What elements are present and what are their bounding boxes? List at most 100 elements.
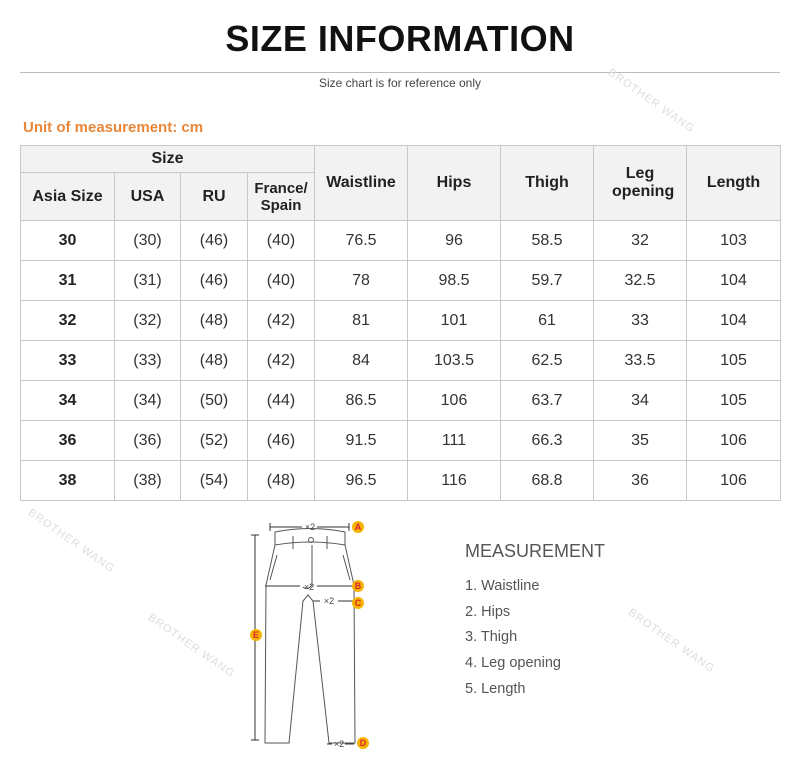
cell-leg-opening: 32.5 xyxy=(593,260,688,301)
cell-waistline: 76.5 xyxy=(314,220,409,261)
cell-leg-opening: 36 xyxy=(593,460,688,501)
table-row: 31 (31) (46) (40) 78 98.5 59.7 32.5 104 xyxy=(20,260,782,301)
cell-thigh: 63.7 xyxy=(500,380,595,421)
table-row: 30 (30) (46) (40) 76.5 96 58.5 32 103 xyxy=(20,220,782,261)
header-waistline: Waistline xyxy=(314,145,409,221)
cell-waistline: 81 xyxy=(314,300,409,341)
cell-length: 104 xyxy=(686,260,782,301)
marker-c-label: C xyxy=(355,598,362,608)
cell-asia-size: 38 xyxy=(20,460,115,501)
cell-length: 104 xyxy=(686,300,782,341)
cell-hips: 106 xyxy=(407,380,502,421)
cell-hips: 103.5 xyxy=(407,340,502,381)
cell-usa: (33) xyxy=(114,340,181,381)
cell-length: 105 xyxy=(686,380,782,421)
header-length: Length xyxy=(686,145,782,221)
marker-a-label: A xyxy=(355,522,362,532)
header-ru: RU xyxy=(180,172,248,221)
unit-label: Unit of measurement: cm xyxy=(23,119,204,136)
multiplier-label: ×2 xyxy=(324,596,334,606)
cell-length: 106 xyxy=(686,420,782,461)
header-asia-size: Asia Size xyxy=(20,172,115,221)
cell-france-spain: (42) xyxy=(246,340,316,381)
cell-asia-size: 31 xyxy=(20,260,115,301)
cell-waistline: 86.5 xyxy=(314,380,409,421)
table-row: 33 (33) (48) (42) 84 103.5 62.5 33.5 105 xyxy=(20,340,782,381)
watermark: BROTHER WANG xyxy=(625,606,717,676)
watermark: BROTHER WANG xyxy=(145,611,237,681)
fly-line xyxy=(302,545,313,590)
measure-lines xyxy=(251,523,355,745)
cell-ru: (52) xyxy=(180,420,248,461)
table-row: 36 (36) (52) (46) 91.5 111 66.3 35 106 xyxy=(20,420,782,461)
cell-ru: (54) xyxy=(180,460,248,501)
cell-hips: 111 xyxy=(407,420,502,461)
cell-asia-size: 34 xyxy=(20,380,115,421)
marker-d xyxy=(357,737,369,749)
cell-length: 106 xyxy=(686,460,782,501)
measurement-item: 4. Leg opening xyxy=(465,655,561,672)
measurement-title: MEASUREMENT xyxy=(465,541,606,561)
cell-hips: 98.5 xyxy=(407,260,502,301)
marker-b-label: B xyxy=(355,581,362,591)
measurement-list: 1. Waistline 2. Hips 3. Thigh 4. Leg ope… xyxy=(465,578,561,706)
header-leg-opening: Leg opening xyxy=(593,145,688,221)
cell-thigh: 61 xyxy=(500,300,595,341)
multiplier-label: ×2 xyxy=(304,582,314,592)
marker-a xyxy=(352,521,364,533)
size-table: Size Waistline Hips Thigh Leg opening Le… xyxy=(19,145,782,501)
pocket-lines xyxy=(269,554,351,581)
cell-leg-opening: 33 xyxy=(593,300,688,341)
cell-thigh: 58.5 xyxy=(500,220,595,261)
header-france-spain: France/ Spain xyxy=(246,172,316,221)
cell-usa: (31) xyxy=(114,260,181,301)
cell-ru: (48) xyxy=(180,300,248,341)
cell-hips: 116 xyxy=(407,460,502,501)
table-row: 32 (32) (48) (42) 81 101 61 33 104 xyxy=(20,300,782,341)
cell-length: 105 xyxy=(686,340,782,381)
title-divider xyxy=(20,72,780,73)
cell-usa: (36) xyxy=(114,420,181,461)
marker-d-label: D xyxy=(360,738,367,748)
cell-waistline: 96.5 xyxy=(314,460,409,501)
watermark: BROTHER WANG xyxy=(25,506,117,576)
marker-c xyxy=(352,597,364,609)
pants-diagram: ×2 ×2 ×2 ×2 A B C D E xyxy=(250,521,369,749)
measurement-item: 2. Hips xyxy=(465,603,511,620)
header-thigh: Thigh xyxy=(500,145,595,221)
cell-france-spain: (40) xyxy=(246,260,316,301)
multiplier-label: ×2 xyxy=(334,739,344,749)
marker-b xyxy=(352,580,364,592)
cell-ru: (48) xyxy=(180,340,248,381)
page-title: SIZE INFORMATION xyxy=(225,18,575,59)
cell-france-spain: (42) xyxy=(246,300,316,341)
cell-hips: 101 xyxy=(407,300,502,341)
cell-ru: (46) xyxy=(180,260,248,301)
header-hips: Hips xyxy=(407,145,502,221)
cell-leg-opening: 35 xyxy=(593,420,688,461)
cell-leg-opening: 34 xyxy=(593,380,688,421)
measurement-item: 5. Length xyxy=(465,680,526,697)
table-row: 38 (38) (54) (48) 96.5 116 68.8 36 106 xyxy=(20,460,782,501)
cell-asia-size: 32 xyxy=(20,300,115,341)
cell-thigh: 68.8 xyxy=(500,460,595,501)
cell-france-spain: (40) xyxy=(246,220,316,261)
marker-e xyxy=(250,629,262,641)
subtitle: Size chart is for reference only xyxy=(318,76,482,90)
measurement-item: 3. Thigh xyxy=(465,629,518,646)
marker-e-label: E xyxy=(253,630,259,640)
multiplier-label: ×2 xyxy=(305,522,315,532)
cell-france-spain: (44) xyxy=(246,380,316,421)
cell-ru: (46) xyxy=(180,220,248,261)
cell-waistline: 91.5 xyxy=(314,420,409,461)
cell-waistline: 84 xyxy=(314,340,409,381)
cell-asia-size: 36 xyxy=(20,420,115,461)
measurement-item: 1. Waistline xyxy=(465,578,540,594)
cell-thigh: 62.5 xyxy=(500,340,595,381)
cell-usa: (30) xyxy=(114,220,181,261)
size-group-header: Size xyxy=(19,145,316,173)
cell-ru: (50) xyxy=(180,380,248,421)
cell-waistline: 78 xyxy=(314,260,409,301)
cell-length: 103 xyxy=(686,220,782,261)
